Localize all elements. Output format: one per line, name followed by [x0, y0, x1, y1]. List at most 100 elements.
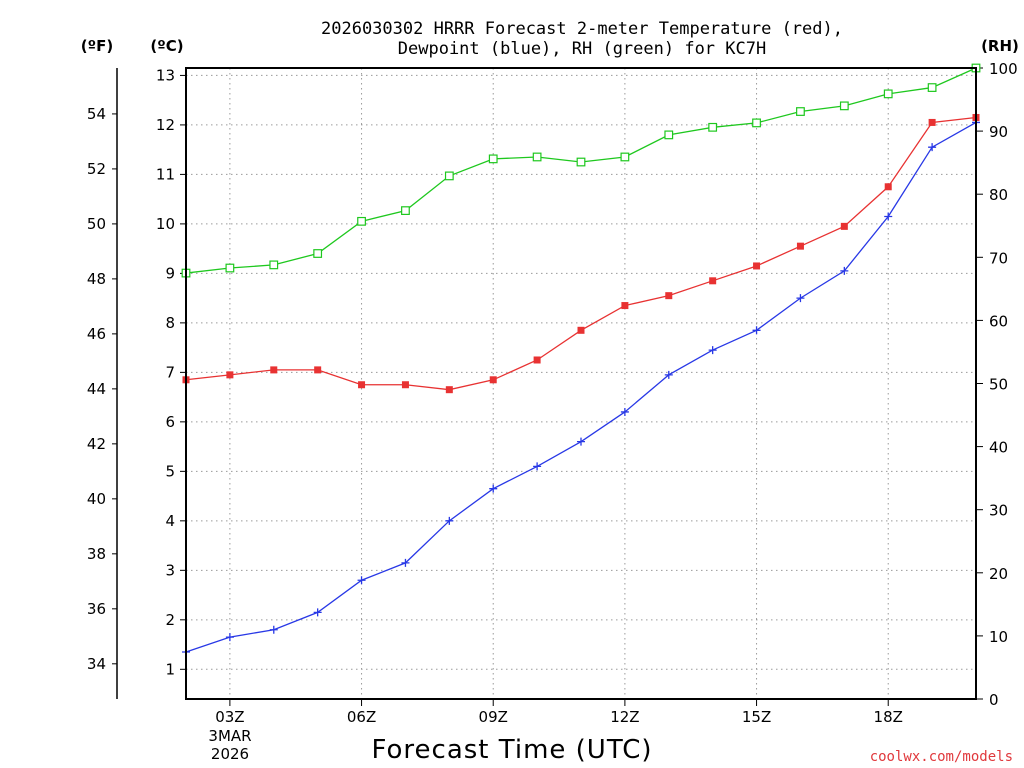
temperature-point-16: [796, 242, 804, 250]
chart-title-line2: Dewpoint (blue), RH (green) for KC7H: [398, 39, 766, 59]
rh-axis: 0 10 20 30 40 50 60 70 80 90 100: [976, 60, 1018, 709]
c-tick-label-12: 12: [156, 116, 175, 134]
x-tick-label-09Z: 09Z: [479, 708, 508, 726]
f-tick-label-48: 48: [87, 270, 106, 288]
rh-point-7: [401, 206, 410, 216]
c-tick-label-2: 2: [165, 611, 175, 629]
gridlines: [186, 68, 976, 699]
temperature-point-15: [753, 262, 761, 270]
dewpoint-point-6: [357, 576, 366, 585]
rh-tick-label-30: 30: [989, 502, 1008, 520]
dewpoint-line: [185, 121, 977, 653]
dewpoint-point-5: [313, 608, 322, 617]
temperature-point-12: [621, 302, 629, 310]
f-tick-label-40: 40: [87, 490, 106, 508]
temperature-point-17: [840, 222, 848, 230]
f-tick-label-38: 38: [87, 545, 106, 563]
dewpoint-point-18: [884, 212, 893, 221]
c-tick-label-8: 8: [165, 314, 175, 332]
f-tick-label-36: 36: [87, 600, 106, 618]
series-temperature: [182, 113, 980, 394]
rh-point-8: [444, 171, 454, 181]
temperature-point-3: [226, 371, 234, 379]
source-credit: coolwx.com/models: [870, 749, 1013, 765]
dewpoint-point-3: [225, 633, 234, 642]
dewpoint-point-4: [269, 625, 278, 634]
rh-tick-label-20: 20: [989, 565, 1008, 583]
dewpoint-point-10: [533, 462, 542, 471]
dewpoint-point-11: [577, 437, 585, 446]
dewpoint-point-14: [708, 346, 717, 355]
rh-point-4: [269, 260, 279, 270]
rh-point-16: [796, 107, 805, 116]
temperature-point-13: [665, 292, 673, 300]
temperature-point-14: [709, 277, 717, 285]
dewpoint-point-19: [928, 143, 937, 152]
dewpoint-point-12: [620, 407, 629, 416]
rh-point-13: [664, 130, 674, 140]
rh-point-9: [488, 154, 498, 164]
c-tick-label-10: 10: [156, 215, 175, 233]
f-tick-label-52: 52: [87, 160, 106, 178]
c-tick-label-11: 11: [156, 165, 175, 183]
f-tick-label-34: 34: [87, 655, 106, 673]
dewpoint-point-13: [664, 370, 673, 379]
rh-point-12: [620, 152, 630, 162]
x-axis-label: Forecast Time (UTC): [371, 735, 652, 765]
fahrenheit-unit-label: (ºF): [81, 37, 113, 55]
chart-title-line1: 2026030302 HRRR Forecast 2-meter Tempera…: [321, 19, 843, 39]
rh-point-14: [708, 122, 718, 132]
c-tick-label-6: 6: [165, 413, 175, 431]
temperature-point-9: [489, 376, 497, 384]
series-dewpoint: [182, 118, 980, 656]
temperature-point-18: [884, 183, 892, 191]
rh-tick-label-90: 90: [989, 123, 1008, 141]
x-tick-label-03Z: 03Z: [215, 708, 244, 726]
x-tick-label-15Z: 15Z: [742, 708, 771, 726]
dewpoint-point-7: [401, 558, 410, 567]
temperature-point-19: [928, 118, 936, 126]
rh-point-5: [313, 249, 323, 258]
rh-unit-label: (RH): [981, 37, 1019, 55]
c-tick-label-9: 9: [165, 264, 175, 282]
celsius-unit-label: (ºC): [150, 37, 183, 55]
f-tick-label-46: 46: [87, 325, 106, 343]
rh-tick-label-80: 80: [989, 186, 1008, 204]
rh-tick-label-60: 60: [989, 312, 1008, 330]
plot-frame: [185, 67, 977, 700]
dewpoint-point-8: [445, 516, 454, 525]
c-tick-label-3: 3: [165, 561, 175, 579]
c-tick-label-5: 5: [165, 462, 175, 480]
rh-point-3: [225, 263, 235, 273]
c-tick-label-13: 13: [156, 66, 175, 84]
date-label-year: 2026: [211, 745, 249, 763]
c-tick-label-1: 1: [165, 660, 175, 678]
fahrenheit-axis: 34 36 38 40 42 44 46 48 50 52 54: [87, 68, 118, 699]
dewpoint-point-17: [840, 266, 849, 275]
rh-tick-label-0: 0: [989, 691, 999, 709]
dewpoint-point-16: [796, 294, 805, 303]
rh-tick-label-40: 40: [989, 439, 1008, 457]
temperature-point-11: [577, 326, 585, 334]
dewpoint-point-15: [752, 326, 761, 335]
x-tick-label-18Z: 18Z: [874, 708, 903, 726]
series-rh: [181, 63, 981, 278]
rh-tick-label-70: 70: [989, 249, 1008, 267]
rh-tick-label-100: 100: [989, 60, 1018, 78]
f-tick-label-42: 42: [87, 435, 106, 453]
temperature-point-8: [445, 386, 453, 394]
temperature-point-7: [401, 381, 409, 389]
data-series: [181, 63, 981, 656]
rh-point-10: [532, 152, 542, 162]
time-axis: 03Z 06Z 09Z 12Z 15Z 18Z: [215, 699, 903, 726]
rh-point-6: [357, 216, 366, 226]
x-tick-label-06Z: 06Z: [347, 708, 376, 726]
temperature-point-4: [270, 366, 278, 374]
rh-point-17: [839, 101, 849, 111]
c-tick-label-4: 4: [165, 512, 175, 530]
temperature-point-6: [358, 381, 366, 389]
f-tick-label-54: 54: [87, 105, 106, 123]
rh-point-18: [883, 89, 893, 99]
